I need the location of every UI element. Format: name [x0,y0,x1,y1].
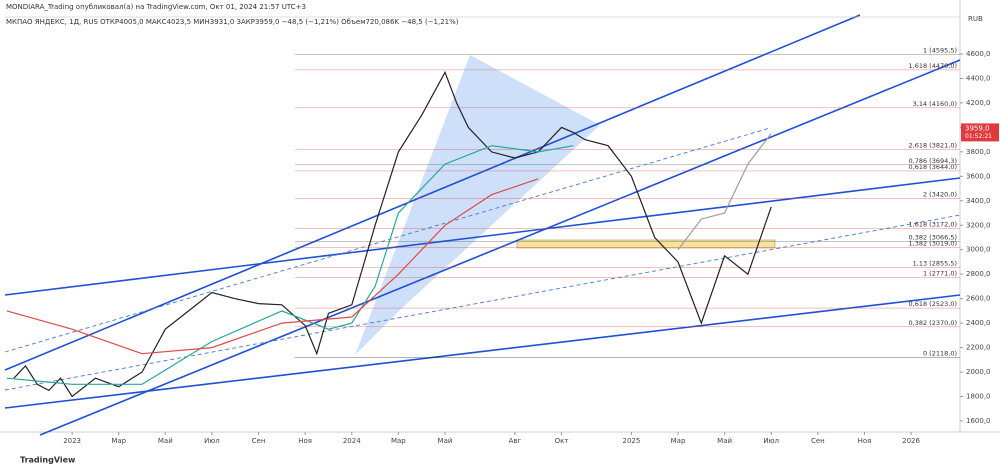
x-tick-label: Мар [111,437,126,445]
trend-line [4,14,861,371]
y-tick-label: 4200,0 [966,99,991,107]
fib-label: 0,618 (3644,0) [909,163,958,171]
y-tick-label: 3600,0 [966,172,991,180]
x-tick-label: Авг [509,437,522,445]
x-tick-label: 2026 [902,437,920,445]
y-tick-label: 2400,0 [966,319,991,327]
x-tick-label: 2025 [622,437,640,445]
x-tick-label: Окт [555,437,569,445]
trend-line [4,177,961,296]
x-tick-label: Июл [204,437,220,445]
dashed-lines [4,127,961,391]
x-tick-label: 2024 [343,437,361,445]
fib-label: 1,13 (2855,5) [913,259,957,267]
currency: RUB [968,15,983,23]
publisher: MONDIARA_Trading опубликовал(а) на Tradi… [6,3,306,11]
logo: TradingView [20,456,76,465]
x-tick-label: Май [438,437,453,445]
y-tick-label: 2000,0 [966,368,991,376]
symbol-line: МКПАО ЯНДЕКС, 1Д, RUS ОТКР4005,0 МАКС402… [6,18,459,26]
zone-rect [516,239,776,249]
fib-label: 0,618 (2523,0) [909,300,958,308]
y-tick-label: 1600,0 [966,417,991,425]
x-tick-label: Сен [811,437,825,445]
y-tick-label: 4600,0 [966,50,991,58]
dashed-line [4,214,961,391]
x-tick-label: Ноя [298,437,312,445]
last-price: 3959,0 [965,124,990,132]
trend-line [4,294,961,409]
fib-label: 0,382 (2370,0) [909,319,958,327]
triangle-drawing [355,55,600,355]
y-tick-label: 3000,0 [966,246,991,254]
price-line [6,145,574,385]
x-tick-label: Мар [671,437,686,445]
plot: 1 (4595,5) 1,618 (4470,0) 3,14 (4160,0) 2,6… [6,47,960,398]
x-tick-label: Июл [763,437,779,445]
fib-label: 3,14 (4160,0) [913,100,957,108]
fib-label: 1,382 (3019,0) [909,239,958,247]
x-tick-label: Сен [252,437,266,445]
x-tick-label: Ноя [858,437,872,445]
fib-label: 1,618 (4470,0) [909,62,958,70]
price-line [6,178,539,355]
y-tick-label: 3400,0 [966,197,991,205]
price-line [677,133,772,251]
fib-label: 0 (2118,0) [923,350,957,358]
y-tick-label: 3200,0 [966,221,991,229]
channel-lines [4,14,961,436]
fib-label: 0,786 (3694,3) [909,157,958,165]
fib-label: 1 (2771,0) [923,270,957,278]
y-tick-label: 2800,0 [966,270,991,278]
fib-label: 0,382 (3066,5) [909,234,958,242]
x-tick-label: Май [717,437,732,445]
price-line [13,70,772,398]
x-tick-label: 2023 [63,437,81,445]
last-price-box [961,123,999,142]
countdown: 01:52:21 [965,133,992,140]
y-tick-label: 2600,0 [966,295,991,303]
y-tick-label: 1800,0 [966,393,991,401]
y-tick-label: 3800,0 [966,148,991,156]
x-tick-label: Мар [391,437,406,445]
fib-label: 2 (3420,0) [923,190,957,198]
fib-label: 1,618 (3172,0) [909,221,958,229]
x-tick-label: Май [158,437,173,445]
y-tick-label: 4400,0 [966,74,991,82]
fib-label: 1 (4595,5) [923,47,957,55]
y-tick-label: 2200,0 [966,344,991,352]
fib-label: 2,618 (3821,0) [909,141,958,149]
